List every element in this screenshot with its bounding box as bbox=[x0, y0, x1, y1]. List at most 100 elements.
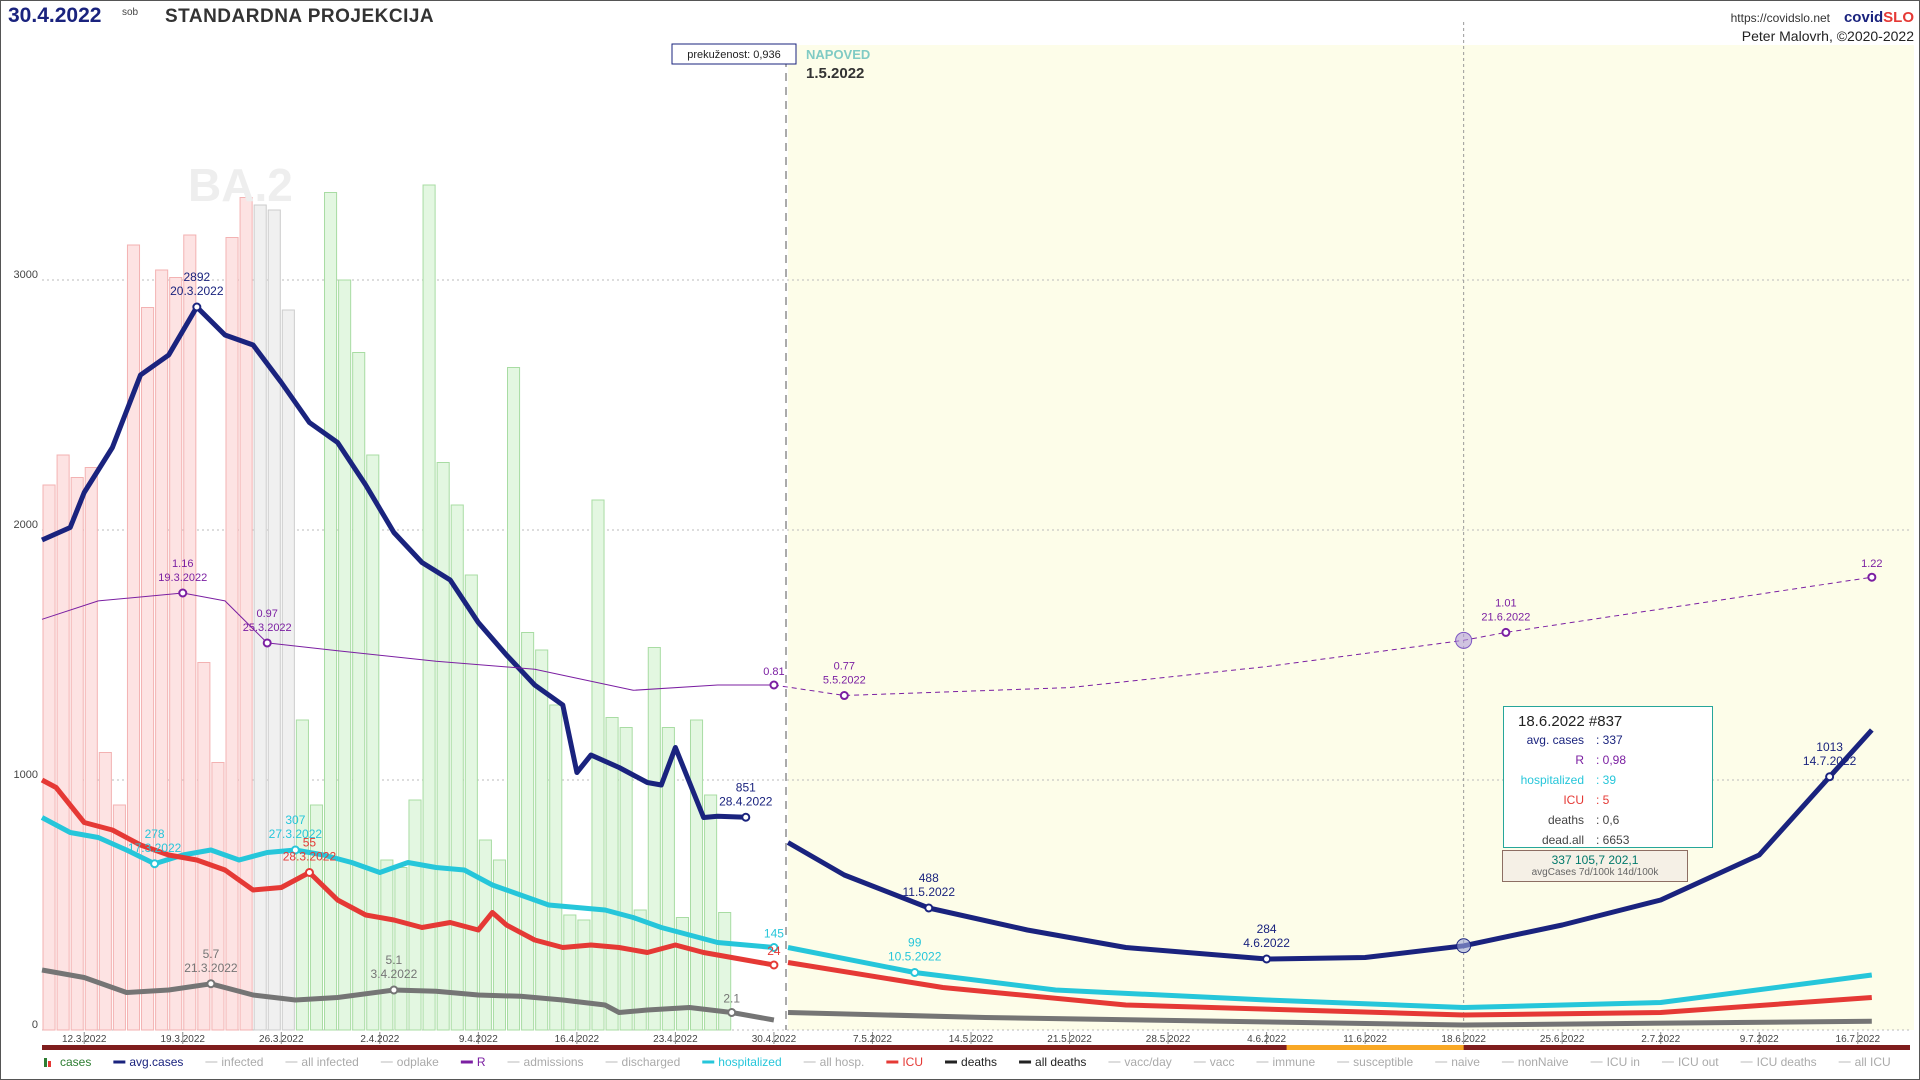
annotation-marker[interactable] bbox=[206, 979, 216, 989]
annotation-value: 2892 bbox=[183, 270, 210, 284]
annotation-value: 1013 bbox=[1816, 740, 1843, 754]
cases-bar[interactable] bbox=[84, 467, 98, 1031]
cases-bar[interactable] bbox=[605, 717, 619, 1031]
cases-bar[interactable] bbox=[352, 352, 366, 1031]
legend-item-odplake[interactable]: odplake bbox=[397, 1055, 439, 1069]
legend-item-alldeaths[interactable]: all deaths bbox=[1035, 1055, 1086, 1069]
legend-item-cases[interactable]: cases bbox=[60, 1055, 91, 1069]
legend-item-discharged[interactable]: discharged bbox=[622, 1055, 681, 1069]
annotation-date: 14.7.2022 bbox=[1803, 754, 1857, 768]
annotation-marker[interactable] bbox=[262, 638, 272, 648]
annotation-marker[interactable] bbox=[769, 960, 779, 970]
cases-bar[interactable] bbox=[380, 859, 394, 1031]
cases-bar[interactable] bbox=[70, 477, 84, 1031]
cases-bar[interactable] bbox=[507, 367, 521, 1031]
annotation-marker[interactable] bbox=[1262, 954, 1272, 964]
cases-bar[interactable] bbox=[535, 649, 549, 1031]
annotation-marker[interactable] bbox=[741, 812, 751, 822]
cases-bar[interactable] bbox=[521, 632, 535, 1031]
cases-bar[interactable] bbox=[126, 244, 141, 1031]
annotation-marker[interactable] bbox=[839, 691, 849, 701]
legend-item-vaccday[interactable]: vacc/day bbox=[1124, 1055, 1171, 1069]
cases-bar[interactable] bbox=[281, 309, 295, 1031]
cases-bar[interactable] bbox=[394, 867, 408, 1031]
cases-bar[interactable] bbox=[689, 719, 704, 1031]
annotation-marker[interactable] bbox=[910, 968, 920, 977]
legend-item-naive[interactable]: naive bbox=[1451, 1055, 1480, 1069]
legend-item-ICU[interactable]: ICU bbox=[902, 1055, 923, 1069]
cases-bar[interactable] bbox=[436, 462, 450, 1031]
tooltip-value: : 0,98 bbox=[1596, 753, 1627, 767]
annotation-marker[interactable] bbox=[178, 588, 188, 598]
cases-bar[interactable] bbox=[563, 914, 577, 1031]
cases-bar[interactable] bbox=[253, 204, 267, 1031]
annotation-marker[interactable] bbox=[192, 302, 202, 312]
cases-bar[interactable] bbox=[492, 859, 507, 1031]
annotation-marker[interactable] bbox=[1501, 627, 1511, 637]
annotation-marker[interactable] bbox=[290, 845, 300, 855]
cases-bar[interactable] bbox=[577, 919, 591, 1031]
legend-item-admissions[interactable]: admissions bbox=[524, 1055, 584, 1069]
cases-bar[interactable] bbox=[619, 727, 633, 1031]
annotation-marker[interactable] bbox=[1867, 572, 1877, 582]
cases-bar[interactable] bbox=[56, 454, 70, 1031]
annotation-marker[interactable] bbox=[924, 903, 934, 913]
cases-bar[interactable] bbox=[225, 237, 239, 1031]
cases-bar[interactable] bbox=[98, 752, 112, 1031]
annotation-marker[interactable] bbox=[769, 680, 779, 690]
cases-bar[interactable] bbox=[661, 727, 675, 1031]
cases-bar[interactable] bbox=[633, 909, 647, 1031]
legend-item-avgcases[interactable]: avg.cases bbox=[129, 1055, 183, 1069]
cases-bar[interactable] bbox=[704, 794, 718, 1031]
cases-bar[interactable] bbox=[155, 269, 169, 1031]
annotation-marker[interactable] bbox=[150, 859, 160, 869]
legend-item-allinfected[interactable]: all infected bbox=[301, 1055, 358, 1069]
cases-bar[interactable] bbox=[549, 704, 563, 1031]
cases-bar[interactable] bbox=[408, 799, 422, 1031]
cases-bar[interactable] bbox=[197, 662, 211, 1031]
legend-item-hospitalized[interactable]: hospitalized bbox=[718, 1055, 781, 1069]
legend-item-immune[interactable]: immune bbox=[1272, 1055, 1315, 1069]
legend-item-deaths[interactable]: deaths bbox=[961, 1055, 997, 1069]
legend-item-ICUout[interactable]: ICU out bbox=[1678, 1055, 1719, 1069]
cases-bar[interactable] bbox=[239, 197, 253, 1031]
annotation-marker[interactable] bbox=[1825, 772, 1835, 782]
cases-bar[interactable] bbox=[324, 192, 338, 1031]
cases-bar[interactable] bbox=[267, 209, 281, 1031]
site-url[interactable]: https://covidslo.net bbox=[1730, 11, 1830, 25]
cases-bar[interactable] bbox=[647, 647, 661, 1031]
overdispersion-box bbox=[671, 43, 797, 65]
cases-bar[interactable] bbox=[141, 307, 155, 1031]
x-tick-label: 19.3.2022 bbox=[161, 1034, 206, 1045]
forecast-date: 1.5.2022 bbox=[806, 65, 864, 82]
cases-bar[interactable] bbox=[309, 804, 324, 1031]
cases-bar[interactable] bbox=[422, 184, 436, 1031]
legend-item-susceptible[interactable]: susceptible bbox=[1353, 1055, 1413, 1069]
cases-bar[interactable] bbox=[183, 234, 197, 1031]
annotation-marker[interactable] bbox=[727, 1008, 737, 1017]
cases-bar[interactable] bbox=[338, 279, 352, 1031]
cases-bar[interactable] bbox=[211, 762, 225, 1031]
brand-part-b: SLO bbox=[1883, 9, 1914, 26]
cases-bar[interactable] bbox=[42, 484, 56, 1031]
legend-item-vacc[interactable]: vacc bbox=[1210, 1055, 1235, 1069]
legend-item-infected[interactable]: infected bbox=[221, 1055, 263, 1069]
cases-bar[interactable] bbox=[366, 454, 380, 1031]
brand-logo[interactable]: covidSLO bbox=[1844, 9, 1914, 26]
cases-bar[interactable] bbox=[478, 839, 492, 1031]
legend-item-allICU[interactable]: all ICU bbox=[1855, 1055, 1891, 1069]
annotation-marker[interactable] bbox=[304, 868, 314, 877]
cases-bar[interactable] bbox=[169, 277, 183, 1031]
legend-item-nonNaive[interactable]: nonNaive bbox=[1518, 1055, 1569, 1069]
legend-item-ICUin[interactable]: ICU in bbox=[1607, 1055, 1640, 1069]
cases-bar[interactable] bbox=[450, 504, 464, 1031]
cases-bar[interactable] bbox=[591, 499, 605, 1031]
cases-bar[interactable] bbox=[464, 574, 478, 1031]
legend-item-allhosp[interactable]: all hosp. bbox=[820, 1055, 865, 1069]
legend-item-ICUdeaths[interactable]: ICU deaths bbox=[1757, 1055, 1817, 1069]
annotation-marker[interactable] bbox=[769, 943, 779, 952]
legend-swatch bbox=[44, 1058, 47, 1067]
cases-bar[interactable] bbox=[112, 804, 126, 1031]
legend-item-R[interactable]: R bbox=[477, 1055, 486, 1069]
annotation-marker[interactable] bbox=[389, 985, 399, 995]
